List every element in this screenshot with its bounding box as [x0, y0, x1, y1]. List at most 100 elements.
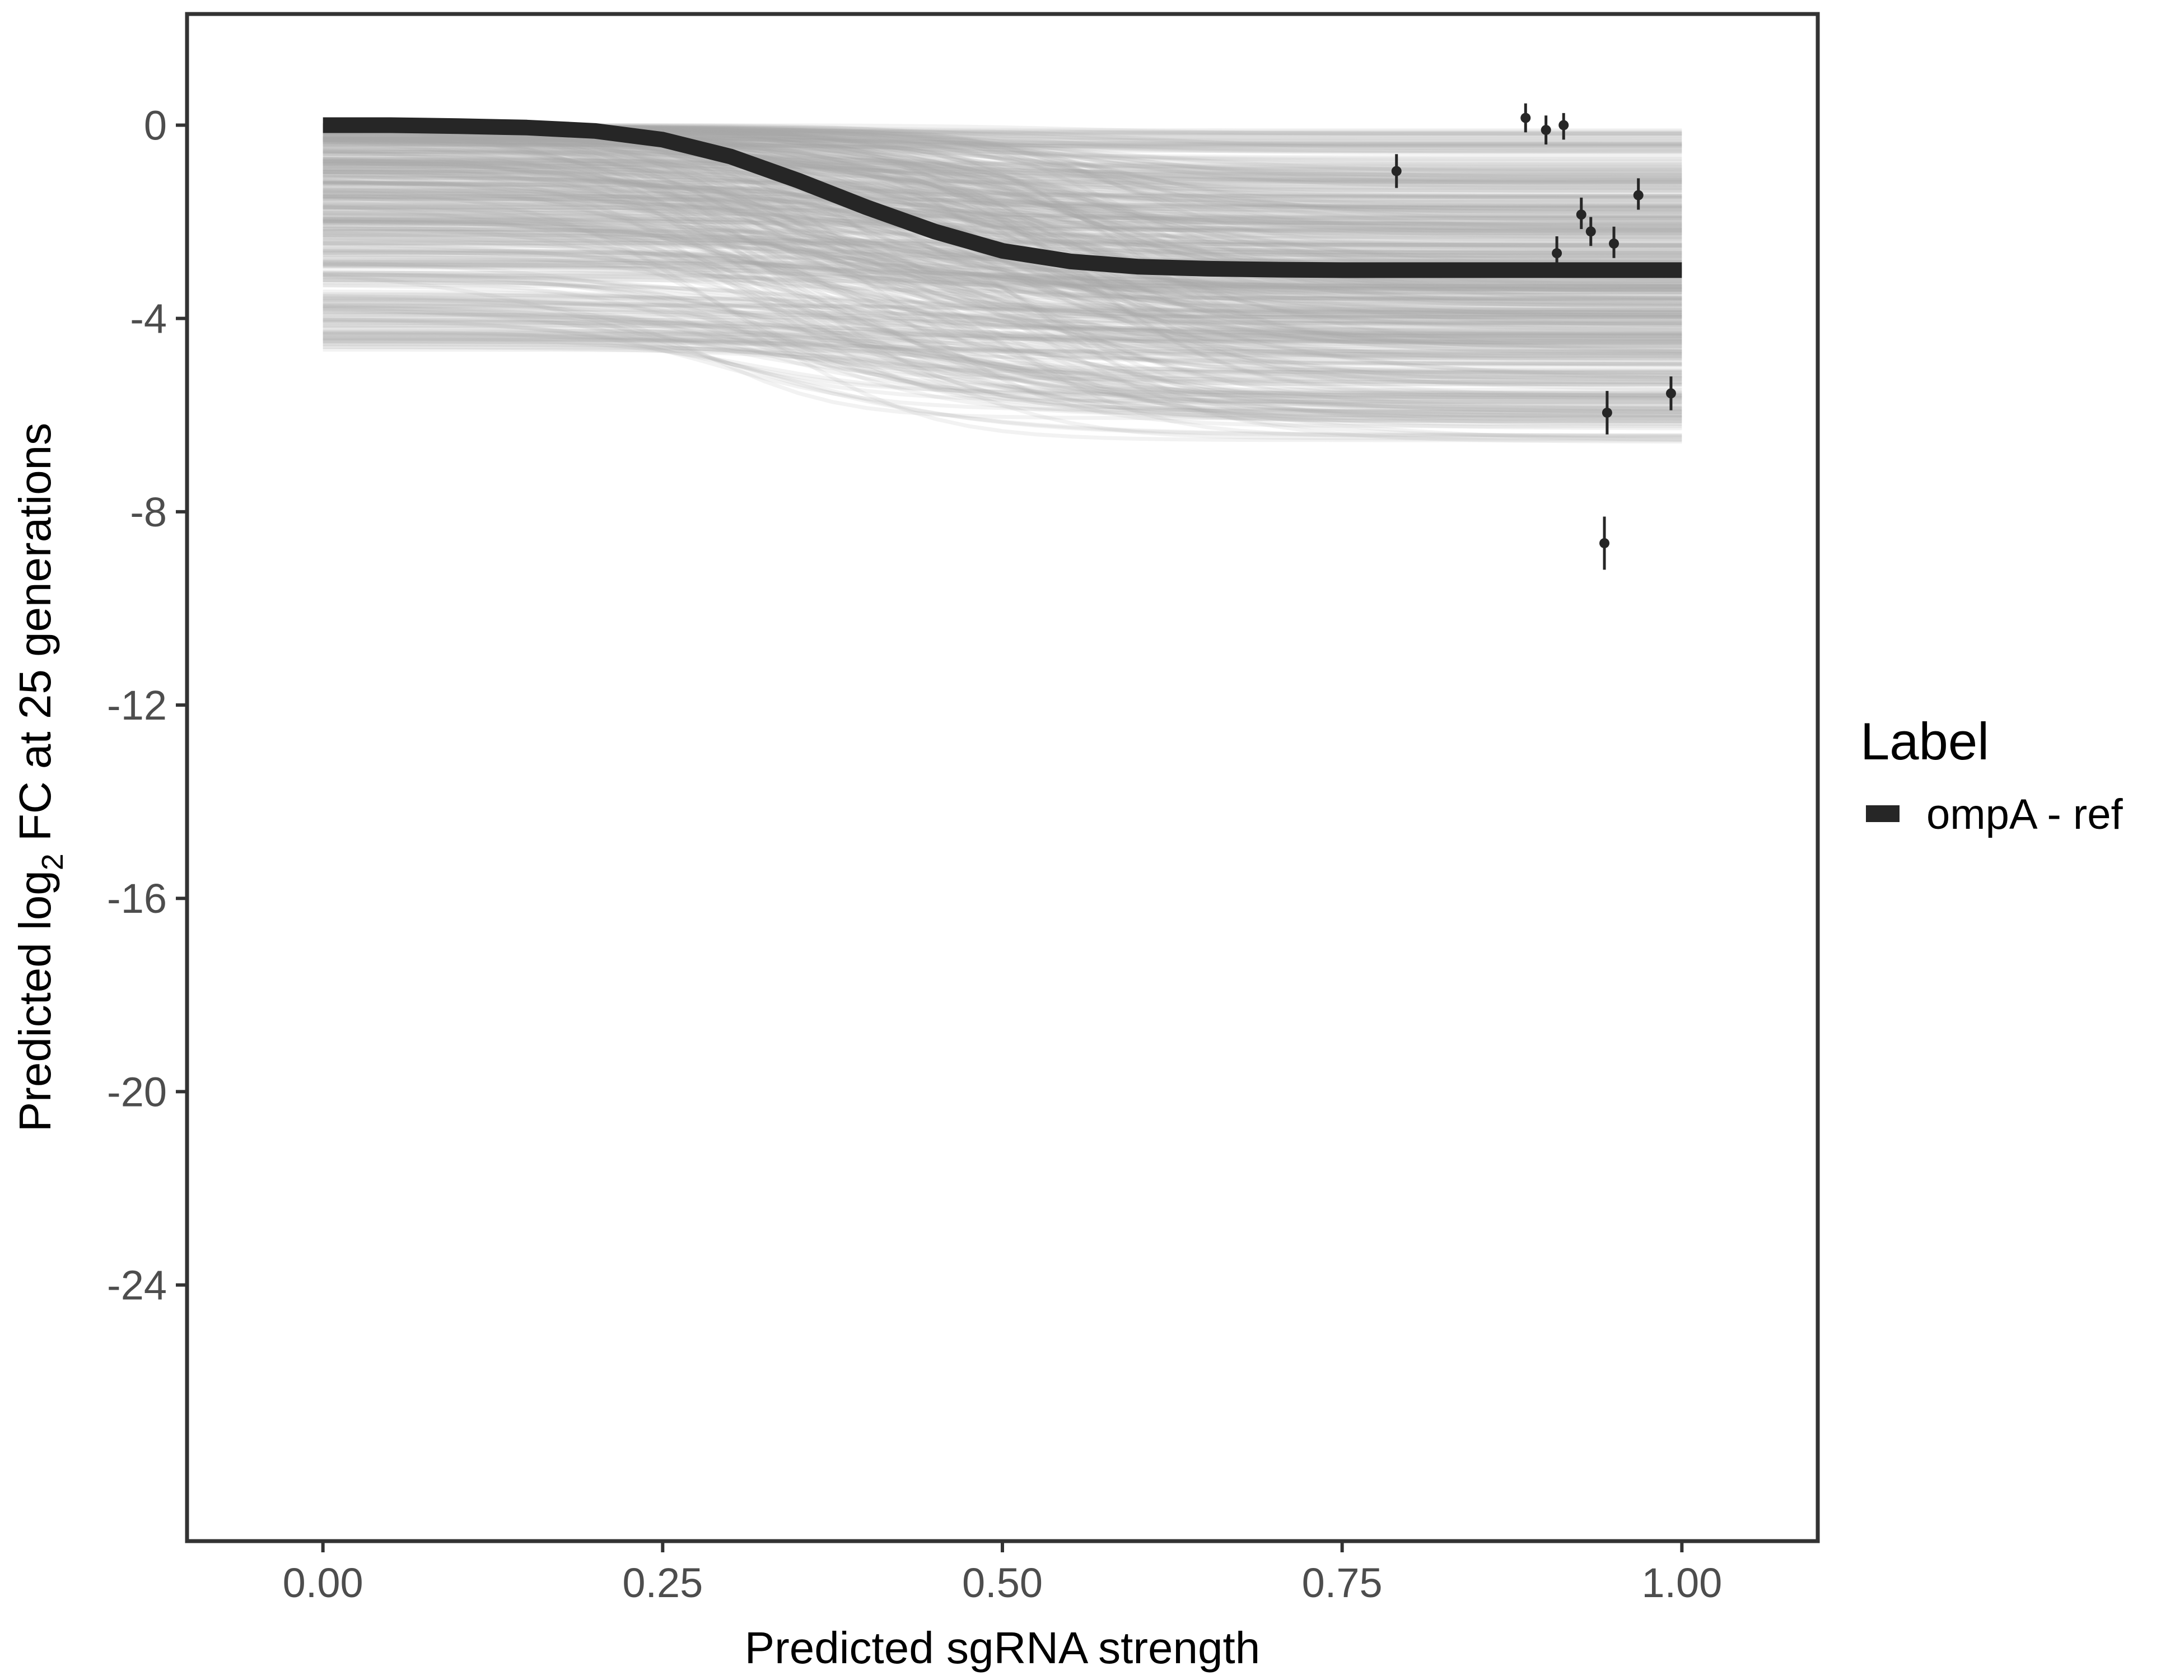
- posterior-draw-line: [323, 339, 1682, 419]
- posterior-draw-line: [323, 152, 1682, 178]
- posterior-draw-line: [323, 244, 1682, 286]
- posterior-draw-line: [323, 134, 1682, 251]
- posterior-draw-line: [323, 166, 1682, 200]
- posterior-draw-line: [323, 227, 1682, 281]
- posterior-draw-line: [323, 137, 1682, 306]
- posterior-draw-line: [323, 276, 1682, 336]
- posterior-draw-line: [323, 146, 1682, 213]
- posterior-draw-line: [323, 169, 1682, 212]
- posterior-draw-line: [323, 317, 1682, 438]
- posterior-draw-line: [323, 131, 1682, 326]
- posterior-draw-line: [323, 253, 1682, 297]
- data-point: [1585, 226, 1596, 237]
- posterior-draw-line: [323, 225, 1682, 362]
- posterior-draw-line: [323, 159, 1682, 225]
- x-axis-title: Predicted sgRNA strength: [745, 1623, 1260, 1673]
- posterior-draw-line: [323, 176, 1682, 215]
- posterior-draw-line: [323, 306, 1682, 382]
- posterior-draw-line: [323, 237, 1682, 337]
- posterior-draw-line: [323, 158, 1682, 312]
- posterior-draw-line: [323, 136, 1682, 328]
- posterior-draw-line: [323, 157, 1682, 198]
- posterior-draw-line: [323, 205, 1682, 292]
- posterior-draw-line: [323, 166, 1682, 282]
- x-axis: 0.00 0.25 0.50 0.75 1.00: [283, 1541, 1722, 1606]
- posterior-draw-line: [323, 340, 1682, 402]
- posterior-draw-line: [323, 172, 1682, 312]
- posterior-draw-line: [323, 249, 1682, 281]
- posterior-draw-line: [323, 278, 1682, 375]
- posterior-draw-line: [323, 204, 1682, 419]
- posterior-draw-line: [323, 138, 1682, 225]
- x-tick-label: 0.00: [283, 1560, 363, 1606]
- posterior-draw-line: [323, 211, 1682, 295]
- posterior-draw-line: [323, 123, 1682, 291]
- posterior-draw-line: [323, 197, 1682, 321]
- posterior-draw-line: [323, 192, 1682, 199]
- posterior-draw-line: [323, 137, 1682, 349]
- posterior-draw-line: [323, 183, 1682, 220]
- posterior-draw-line: [323, 204, 1682, 248]
- posterior-draw-line: [323, 192, 1682, 236]
- posterior-draw-line: [323, 318, 1682, 423]
- posterior-draw-line: [323, 229, 1682, 400]
- posterior-draw-line: [323, 161, 1682, 388]
- posterior-draw-line: [323, 179, 1682, 239]
- posterior-draw-line: [323, 194, 1682, 381]
- posterior-draw-line: [323, 296, 1682, 385]
- posterior-draw-line: [323, 238, 1682, 244]
- posterior-draw-line: [323, 202, 1682, 208]
- posterior-draw-line: [323, 194, 1682, 208]
- legend-label-ompA-ref: ompA - ref: [1926, 791, 2123, 838]
- posterior-draw-line: [323, 169, 1682, 189]
- posterior-draw-line: [323, 143, 1682, 161]
- posterior-draw-line: [323, 293, 1682, 396]
- posterior-draw-line: [323, 344, 1682, 442]
- posterior-draw-line: [323, 208, 1682, 213]
- posterior-draw-line: [323, 260, 1682, 312]
- posterior-draw-line: [323, 152, 1682, 288]
- posterior-draw-line: [323, 338, 1682, 344]
- posterior-draw-line: [323, 336, 1682, 404]
- posterior-draw-line: [323, 337, 1682, 414]
- posterior-draw-line: [323, 296, 1682, 315]
- posterior-draw-line: [323, 189, 1682, 236]
- data-point: [1633, 190, 1644, 200]
- posterior-draw-line: [323, 194, 1682, 344]
- posterior-draw-line: [323, 219, 1682, 301]
- posterior-draw-line: [323, 123, 1682, 283]
- posterior-draw-line: [323, 218, 1682, 310]
- posterior-draw-line: [323, 270, 1682, 374]
- posterior-draw-line: [323, 174, 1682, 356]
- posterior-draw-line: [323, 124, 1682, 219]
- posterior-draw-line: [323, 163, 1682, 353]
- posterior-draw-line: [323, 270, 1682, 355]
- posterior-draw-line: [323, 189, 1682, 332]
- posterior-draw-line: [323, 327, 1682, 366]
- posterior-draw-line: [323, 235, 1682, 291]
- posterior-draw-line: [323, 219, 1682, 355]
- fitted-curve-layer: [323, 117, 1682, 278]
- posterior-draw-line: [323, 138, 1682, 288]
- posterior-draw-line: [323, 144, 1682, 214]
- posterior-draw-line: [323, 175, 1682, 250]
- posterior-draw-line: [323, 202, 1682, 317]
- posterior-draw-line: [323, 161, 1682, 171]
- posterior-draw-line: [323, 297, 1682, 421]
- y-axis-title-subscript: 2: [36, 853, 69, 870]
- posterior-draw-line: [323, 304, 1682, 325]
- posterior-draw-line: [323, 148, 1682, 336]
- posterior-draw-line: [323, 329, 1682, 361]
- posterior-draw-line: [323, 305, 1682, 366]
- posterior-draw-line: [323, 180, 1682, 312]
- posterior-draw-line: [323, 283, 1682, 335]
- posterior-draw-line: [323, 229, 1682, 301]
- posterior-draw-line: [323, 298, 1682, 379]
- posterior-draw-line: [323, 249, 1682, 428]
- posterior-draw-line: [323, 337, 1682, 380]
- posterior-draw-line: [323, 300, 1682, 337]
- posterior-draw-line: [323, 324, 1682, 407]
- posterior-draw-line: [323, 300, 1682, 395]
- posterior-draw-line: [323, 306, 1682, 407]
